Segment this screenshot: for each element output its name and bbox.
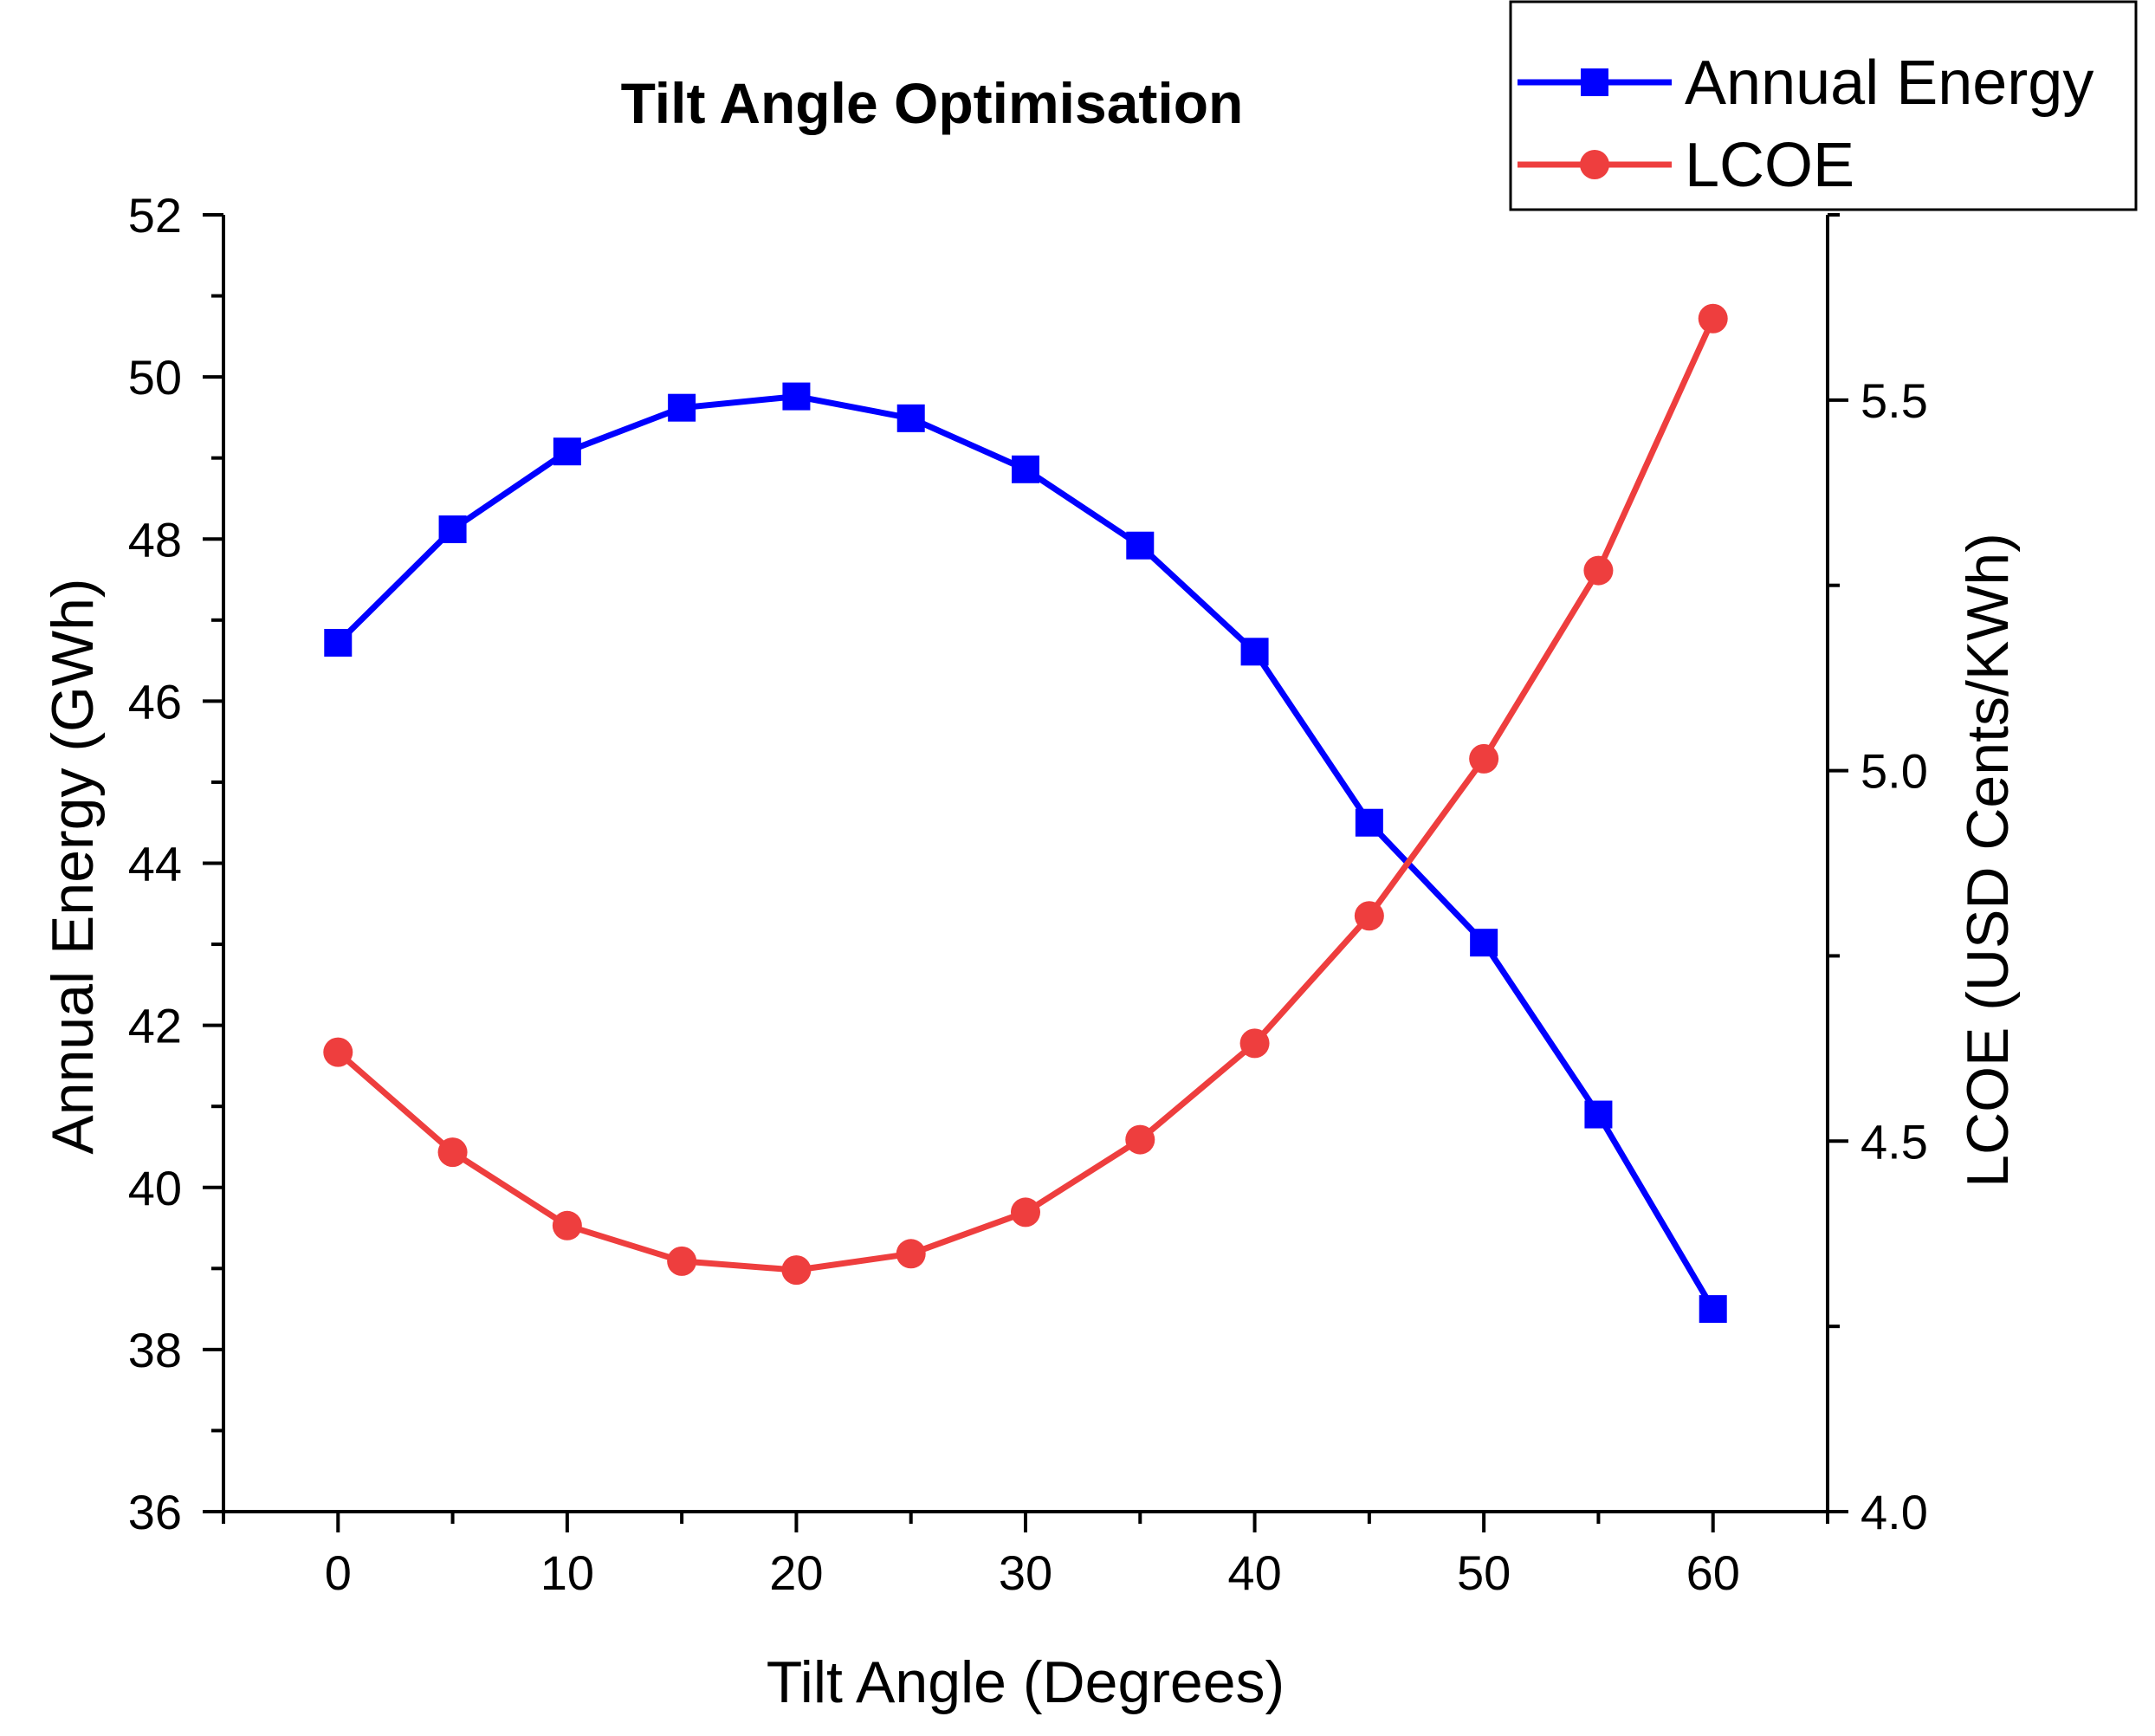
right-y-axis-label: LCOE (USD Cents/KWh) — [1955, 533, 2021, 1188]
lcoe-point — [667, 1246, 697, 1276]
y-left-tick-label: 50 — [128, 350, 182, 405]
y-left-tick-label: 52 — [128, 188, 182, 243]
annual-energy-point — [1126, 531, 1155, 560]
y-left-tick-label: 40 — [128, 1161, 182, 1215]
legend-lcoe-label: LCOE — [1685, 131, 1854, 200]
x-tick-label: 50 — [1457, 1545, 1511, 1600]
annual-energy-line — [335, 393, 1716, 1311]
annual-energy-point — [668, 393, 696, 422]
series-layer — [323, 303, 1728, 1324]
y-left-tick-label: 38 — [128, 1323, 182, 1377]
legend-energy-label: Annual Energy — [1685, 49, 2094, 118]
y-left-tick-label: 42 — [128, 999, 182, 1053]
annual-energy-point — [1584, 1100, 1613, 1129]
y-left-tick-label: 44 — [128, 837, 182, 891]
lcoe-point — [1469, 743, 1499, 774]
y-right-tick-label: 5.5 — [1861, 373, 1928, 428]
annual-energy-point — [1240, 638, 1269, 666]
y-right-tick-label: 4.5 — [1861, 1114, 1928, 1169]
x-axis-label: Tilt Angle (Degrees) — [767, 1649, 1285, 1715]
legend-box — [1509, 0, 2138, 211]
plot-frame — [222, 215, 1829, 1513]
legend: Annual Energy LCOE — [1509, 0, 2138, 211]
right-y-ticks: 4.0 4.5 5.0 5.5 — [1828, 213, 1928, 1539]
y-right-tick-label: 5.0 — [1861, 744, 1928, 799]
annual-energy-point — [896, 404, 925, 432]
lcoe-point — [1011, 1197, 1040, 1228]
left-y-axis-label: Annual Energy (GWh) — [40, 578, 106, 1154]
left-y-ticks: 36 38 40 42 44 46 48 50 52 — [128, 188, 223, 1539]
x-tick-label: 30 — [999, 1545, 1052, 1600]
y-left-tick-label: 36 — [128, 1485, 182, 1539]
y-left-tick-label: 48 — [128, 512, 182, 567]
annual-energy-point — [324, 629, 353, 657]
annual-energy-point — [1012, 455, 1039, 483]
x-tick-label: 40 — [1227, 1545, 1281, 1600]
lcoe-point — [437, 1137, 468, 1168]
lcoe-point — [781, 1255, 812, 1286]
annual-energy-point — [1699, 1295, 1727, 1324]
legend-energy-marker — [1581, 68, 1608, 96]
x-ticks: 0 10 20 30 40 50 60 — [222, 1512, 1829, 1600]
annual-energy-point — [1355, 808, 1383, 837]
annual-energy-point — [1470, 929, 1498, 957]
lcoe-point — [1239, 1028, 1270, 1059]
x-tick-label: 20 — [769, 1545, 823, 1600]
y-right-tick-label: 4.0 — [1861, 1485, 1928, 1539]
x-tick-label: 10 — [540, 1545, 594, 1600]
annual-energy-point — [782, 382, 811, 411]
y-left-tick-label: 46 — [128, 674, 182, 729]
lcoe-point — [323, 1037, 353, 1067]
lcoe-point — [896, 1239, 926, 1269]
annual-energy-point — [438, 515, 467, 544]
lcoe-point — [1354, 901, 1384, 931]
x-tick-label: 60 — [1686, 1545, 1740, 1600]
lcoe-point — [1125, 1124, 1155, 1155]
x-tick-label: 0 — [325, 1545, 352, 1600]
lcoe-point — [1583, 555, 1614, 586]
lcoe-point — [1698, 303, 1728, 334]
lcoe-point — [552, 1210, 582, 1240]
annual-energy-point — [553, 437, 581, 466]
legend-lcoe-marker — [1580, 150, 1609, 179]
chart-title: Tilt Angle Optimisation — [621, 71, 1244, 135]
